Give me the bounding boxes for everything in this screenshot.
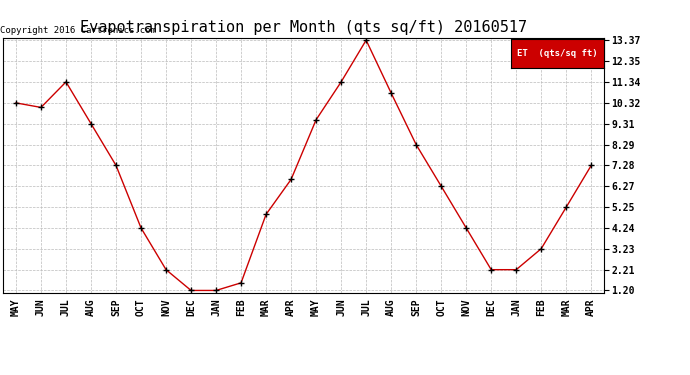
Title: Evapotranspiration per Month (qts sq/ft) 20160517: Evapotranspiration per Month (qts sq/ft)… bbox=[80, 20, 527, 35]
Text: Copyright 2016 Cartronics.com: Copyright 2016 Cartronics.com bbox=[1, 26, 157, 35]
